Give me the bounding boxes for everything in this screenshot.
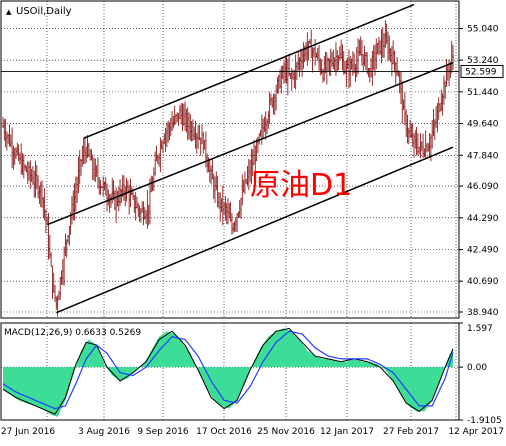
macd-line xyxy=(2,327,454,415)
price-tick-label: 53.240 xyxy=(467,56,499,66)
macd-panel-frame xyxy=(0,322,460,421)
time-tick-label: 27 Jun 2016 xyxy=(1,427,55,437)
current-price-value: 52.599 xyxy=(465,67,497,77)
price-tick-label: 51.440 xyxy=(467,88,499,98)
trend-line xyxy=(56,146,454,314)
price-tick-label: 47.840 xyxy=(467,151,499,161)
price-bars xyxy=(2,20,454,317)
price-tick-label: 55.040 xyxy=(467,24,499,34)
price-tick-label: 46.090 xyxy=(467,182,499,192)
price-axis: 55.040 53.240 51.440 49.640 47.840 46.090 44.2… xyxy=(459,24,499,318)
chart-title: USOil,Daily xyxy=(16,6,72,17)
current-price-label: 52.599 xyxy=(460,64,504,78)
macd-histogram xyxy=(3,328,453,417)
time-tick-label: 27 Feb 2017 xyxy=(383,427,439,437)
time-tick-label: 9 Sep 2016 xyxy=(137,427,189,437)
price-panel-frame xyxy=(0,0,460,319)
arrow-up-icon: ▲ xyxy=(6,8,12,16)
macd-label: MACD(12,26,9) 0.6633 0.5269 xyxy=(4,328,141,338)
time-tick-label: 17 Oct 2016 xyxy=(196,427,252,437)
time-tick-label: 25 Nov 2016 xyxy=(257,427,315,437)
macd-tick-label: 1.597 xyxy=(467,324,493,334)
price-tick-label: 40.690 xyxy=(467,277,499,287)
time-tick-label: 12 Jan 2017 xyxy=(320,427,374,437)
price-tick-label: 42.490 xyxy=(467,245,499,255)
current-price-box xyxy=(460,64,504,78)
macd-histogram-area xyxy=(3,328,453,417)
time-tick-label: 3 Aug 2016 xyxy=(78,427,130,437)
price-panel: USOil,Daily 原油D1 55.040 53.240 51.440 49.64… xyxy=(0,0,504,319)
trend-line xyxy=(46,61,454,226)
macd-panel: MACD(12,26,9) 0.6633 0.5269 1.597 0.00 -1.… xyxy=(0,322,502,426)
macd-axis: 1.597 0.00 -1.9105 xyxy=(459,322,502,426)
macd-tick-label: -1.9105 xyxy=(467,416,502,426)
price-tick-label: 44.290 xyxy=(467,214,499,224)
macd-signal-line xyxy=(2,330,454,410)
price-tick-label: 49.640 xyxy=(467,120,499,130)
price-tick-label: 38.940 xyxy=(467,308,499,318)
time-axis: 27 Jun 2016 3 Aug 2016 9 Sep 2016 17 Oct 20… xyxy=(1,427,504,437)
time-tick-label: 12 Apr 2017 xyxy=(448,427,504,437)
macd-tick-label: 0.00 xyxy=(467,363,487,373)
chart-annotation: 原油D1 xyxy=(250,168,352,203)
